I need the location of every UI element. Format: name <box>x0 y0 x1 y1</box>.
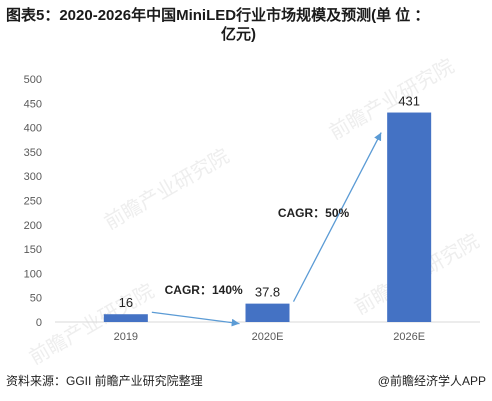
y-tick-label: 150 <box>24 244 42 256</box>
y-tick-label: 200 <box>24 220 42 232</box>
y-tick-label: 400 <box>24 123 42 135</box>
credit-note: @前瞻经济学人APP <box>377 374 486 388</box>
cagr-annotations: CAGR：140% CAGR：50% <box>151 132 382 327</box>
y-tick-label: 0 <box>36 317 42 329</box>
source-note: 资料来源：GGII 前瞻产业研究院整理 <box>6 374 203 388</box>
cagr-arrow <box>151 311 240 327</box>
bars: 16 37.8 431 <box>103 94 432 322</box>
cagr-label: CAGR：50% <box>278 206 350 220</box>
data-label: 431 <box>398 94 420 109</box>
cagr-label: CAGR：140% <box>165 283 243 297</box>
y-tick-label: 350 <box>24 147 42 159</box>
x-tick-label: 2026E <box>393 331 425 343</box>
bar-chart: 前瞻产业研究院前瞻产业研究院前瞻产业研究院前瞻产业研究院 05010015020… <box>24 54 483 370</box>
x-axis: 2019 2020E 2026E <box>55 321 480 343</box>
footer: 资料来源：GGII 前瞻产业研究院整理 @前瞻经济学人APP <box>6 372 486 392</box>
chart-title: 图表5：2020-2026年中国MiniLED行业市场规模及预测(单 位 ： 亿… <box>6 6 486 43</box>
data-label: 37.8 <box>255 285 280 300</box>
chart-title-line1: 图表5：2020-2026年中国MiniLED行业市场规模及预测(单 位 ： <box>6 7 430 24</box>
y-tick-label: 100 <box>24 268 42 280</box>
bar <box>103 314 148 322</box>
y-tick-label: 50 <box>30 293 42 305</box>
watermark-text: 前瞻产业研究院 <box>100 144 233 235</box>
y-tick-label: 500 <box>24 74 42 86</box>
bar <box>387 112 432 322</box>
watermark-text: 前瞻产业研究院 <box>25 279 158 370</box>
y-tick-label: 250 <box>24 196 42 208</box>
y-axis: 0 50 100 150 200 250 300 350 400 450 500 <box>24 74 42 329</box>
data-label: 16 <box>119 295 133 310</box>
cagr-arrow <box>292 132 382 302</box>
y-tick-label: 450 <box>24 98 42 110</box>
bar <box>245 303 290 322</box>
x-tick-label: 2019 <box>114 331 138 343</box>
chart-title-line2: 亿元) <box>221 26 256 43</box>
y-tick-label: 300 <box>24 171 42 183</box>
x-tick-label: 2020E <box>252 331 284 343</box>
